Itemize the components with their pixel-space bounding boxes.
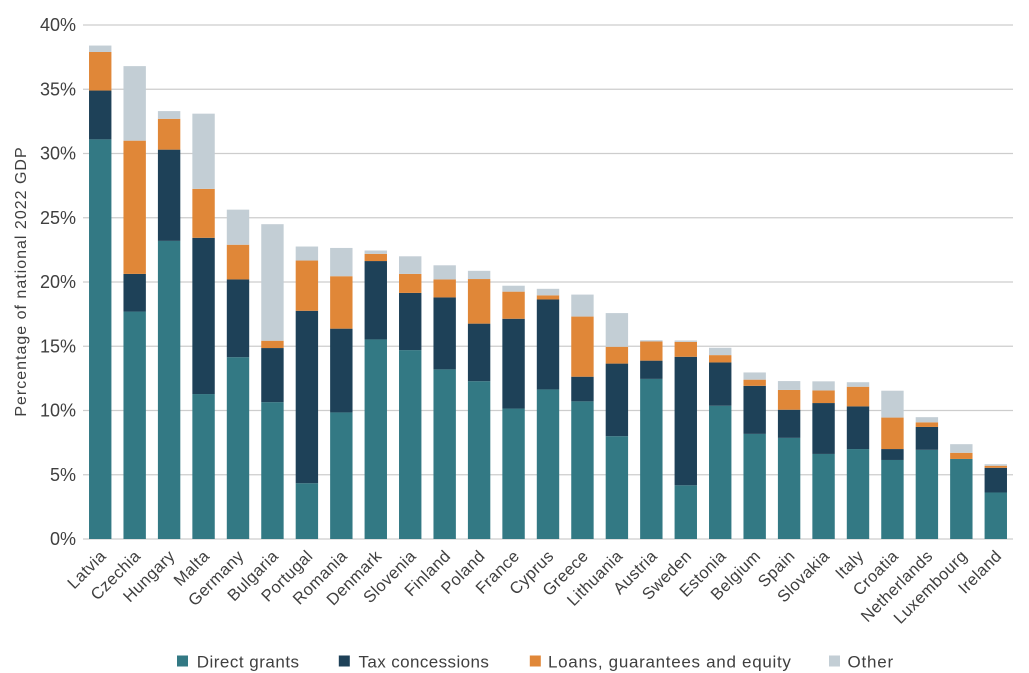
- svg-text:0%: 0%: [50, 529, 76, 549]
- svg-text:35%: 35%: [40, 79, 76, 99]
- svg-text:30%: 30%: [40, 144, 76, 164]
- svg-text:15%: 15%: [40, 336, 76, 356]
- svg-text:5%: 5%: [50, 465, 76, 485]
- svg-text:Tax concessions: Tax concessions: [359, 653, 490, 672]
- svg-text:40%: 40%: [40, 15, 76, 35]
- svg-text:Direct grants: Direct grants: [197, 653, 300, 672]
- svg-text:Loans, guarantees and equity: Loans, guarantees and equity: [548, 653, 792, 672]
- svg-text:20%: 20%: [40, 272, 76, 292]
- svg-text:Percentage of national 2022 GD: Percentage of national 2022 GDP: [13, 146, 30, 416]
- svg-text:25%: 25%: [40, 208, 76, 228]
- svg-text:10%: 10%: [40, 401, 76, 421]
- svg-text:Other: Other: [848, 653, 895, 672]
